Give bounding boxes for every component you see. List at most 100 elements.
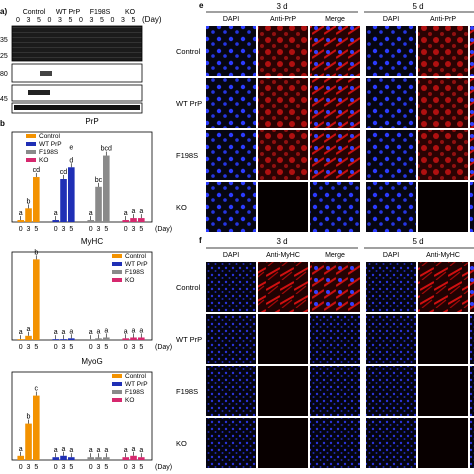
legend-swatch xyxy=(26,158,36,162)
bar xyxy=(130,337,137,340)
bar xyxy=(95,457,102,460)
legend-swatch xyxy=(112,382,122,386)
x-tick-label: 5 xyxy=(34,226,38,233)
significance-letter: a xyxy=(97,447,101,454)
blot-day-label: 3 xyxy=(58,17,62,24)
microscopy-tile xyxy=(418,418,468,468)
significance-letter: a xyxy=(89,447,93,454)
legend-swatch xyxy=(112,254,122,258)
microscopy-tile xyxy=(470,366,474,416)
x-tick-label: 3 xyxy=(132,344,136,351)
microscopy-tile xyxy=(310,418,360,468)
significance-letter: a xyxy=(132,327,136,334)
legend-swatch xyxy=(112,398,122,402)
legend-swatch xyxy=(26,142,36,146)
column-label: Anti-MyHC xyxy=(426,252,460,259)
bar xyxy=(103,337,110,340)
significance-letter: a xyxy=(69,447,73,454)
column-label: DAPI xyxy=(223,16,239,23)
microscopy-tile xyxy=(258,78,308,128)
microscopy-tile xyxy=(470,26,474,76)
significance-letter: d xyxy=(69,157,73,164)
x-tick-label: 5 xyxy=(34,344,38,351)
significance-letter: a xyxy=(54,210,58,217)
significance-letter: bc xyxy=(95,177,103,184)
x-tick-label: 0 xyxy=(124,464,128,471)
significance-letter: bcd xyxy=(101,146,112,153)
significance-letter: a xyxy=(139,327,143,334)
column-label: Merge xyxy=(325,252,345,259)
significance-letter: a xyxy=(89,210,93,217)
significance-letter-extra: e xyxy=(69,144,73,151)
microscopy-tile xyxy=(206,78,256,128)
significance-letter: a xyxy=(62,446,66,453)
microscopy-tile xyxy=(310,78,360,128)
row-label: KO xyxy=(176,439,187,448)
legend-label: WT PrP xyxy=(39,141,62,148)
x-tick-label: 0 xyxy=(54,226,58,233)
microscopy-tile xyxy=(366,26,416,76)
significance-letter: a xyxy=(89,329,93,336)
microscopy-tile xyxy=(206,26,256,76)
bar xyxy=(33,395,40,460)
x-tick-label: 5 xyxy=(69,226,73,233)
microscopy-tile xyxy=(366,418,416,468)
legend-label: WT PrP xyxy=(125,381,148,388)
bar xyxy=(103,155,110,222)
panel-a-letter: a) xyxy=(0,7,7,16)
blot-group-label: WT PrP xyxy=(56,9,81,16)
microscopy-tile xyxy=(418,262,468,312)
bar xyxy=(17,455,25,460)
x-tick-label: 5 xyxy=(104,226,108,233)
significance-letter: b xyxy=(34,249,38,256)
panel-e-row-labels: Control WT PrP F198S KO xyxy=(176,47,202,212)
blot-group-label: F198S xyxy=(90,9,111,16)
bar xyxy=(122,338,130,340)
panel-e-time-5d: 5 d xyxy=(412,2,423,11)
chart-2: MyoG a 0 b 3 c 5 a 0 a 3 a 5 a 0 a 3 a 5 a 0 a 3 a 5 (Day) Control… xyxy=(11,357,172,471)
row-label: Control xyxy=(176,47,201,56)
panel-f: f 3 d 5 d DAPI Anti-MyHC Merge DAPI Anti-MyH… xyxy=(176,236,474,468)
microscopy-tile xyxy=(310,262,360,312)
blot-day-label: 3 xyxy=(121,17,125,24)
x-axis-unit: (Day) xyxy=(155,226,172,233)
row-label: Control xyxy=(176,283,201,292)
x-tick-label: 3 xyxy=(62,226,66,233)
significance-letter: b xyxy=(27,414,31,421)
blot-day-label: 0 xyxy=(111,17,115,24)
panel-f-letter: f xyxy=(199,236,202,245)
bar xyxy=(25,335,32,340)
microscopy-tile xyxy=(470,314,474,364)
bar xyxy=(68,167,75,222)
blot-group-label: KO xyxy=(125,9,136,16)
x-tick-label: 5 xyxy=(69,464,73,471)
panel-f-images xyxy=(206,262,474,468)
legend-swatch xyxy=(112,390,122,394)
significance-letter: cd xyxy=(33,167,41,174)
x-tick-label: 0 xyxy=(54,344,58,351)
x-tick-label: 3 xyxy=(97,464,101,471)
bar xyxy=(130,455,137,460)
column-label: DAPI xyxy=(383,16,399,23)
microscopy-tile xyxy=(310,26,360,76)
microscopy-tile xyxy=(470,418,474,468)
microscopy-tile xyxy=(258,262,308,312)
significance-letter: a xyxy=(104,447,108,454)
bar xyxy=(60,339,67,340)
bar xyxy=(138,337,145,340)
chart-title: MyoG xyxy=(81,357,102,366)
microscopy-tile xyxy=(310,130,360,180)
chart-frame xyxy=(11,251,153,341)
bar xyxy=(138,457,145,460)
microscopy-tile xyxy=(258,314,308,364)
x-tick-label: 5 xyxy=(104,344,108,351)
row-label: F198S xyxy=(176,387,198,396)
chart-frame xyxy=(11,131,153,223)
microscopy-tile xyxy=(470,130,474,180)
bar xyxy=(68,338,75,340)
microscopy-tile xyxy=(206,366,256,416)
microscopy-tile xyxy=(418,78,468,128)
